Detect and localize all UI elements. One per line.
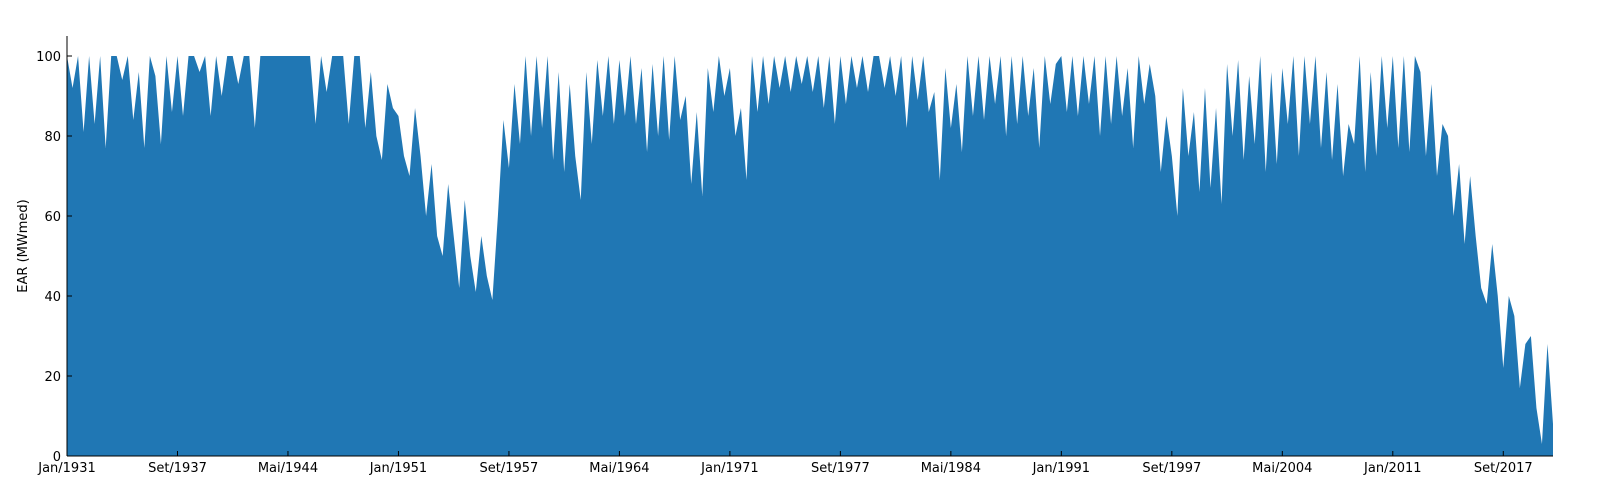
x-tick-label: Mai/1984 [921, 461, 981, 476]
y-tick-label: 40 [44, 290, 61, 305]
y-tick-label: 100 [36, 50, 61, 65]
y-tick-label: 80 [44, 130, 61, 145]
x-tick-label: Set/1937 [148, 461, 207, 476]
x-tick-label: Jan/1971 [700, 461, 759, 476]
y-axis-label: EAR (MWmed) [16, 199, 31, 292]
x-tick-label: Jan/1931 [37, 461, 96, 476]
x-tick-label: Mai/1964 [589, 461, 649, 476]
x-tick-label: Jan/1951 [369, 461, 428, 476]
x-tick-label: Set/1997 [1142, 461, 1201, 476]
y-tick-label: 20 [44, 370, 61, 385]
y-tick-label: 0 [53, 450, 61, 465]
area [67, 56, 1553, 456]
x-tick-label: Set/1977 [811, 461, 870, 476]
x-tick-label: Set/1957 [480, 461, 539, 476]
y-tick-label: 60 [44, 210, 61, 225]
x-tick-label: Jan/2011 [1363, 461, 1422, 476]
x-tick-label: Mai/1944 [258, 461, 318, 476]
x-tick-label: Jan/1991 [1032, 461, 1091, 476]
x-tick-label: Mai/2004 [1252, 461, 1312, 476]
x-tick-label: Set/2017 [1474, 461, 1533, 476]
